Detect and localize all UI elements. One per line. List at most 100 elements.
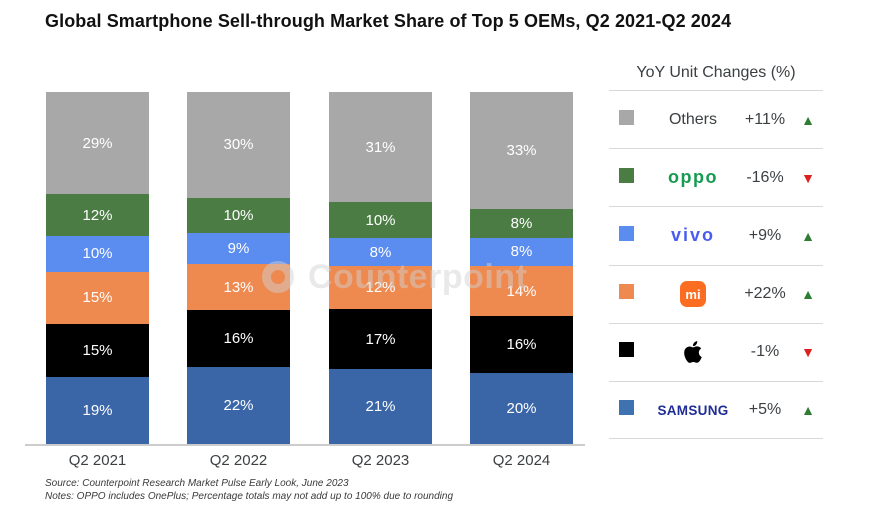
apple-swatch [619, 342, 634, 358]
x-axis-line [25, 444, 585, 446]
xiaomi-swatch [619, 284, 634, 300]
bar-q2-2024: 33% 8% 8% 14% 16% 20% [470, 92, 573, 444]
segment-others: 29% [46, 92, 149, 195]
up-triangle-icon: ▲ [801, 111, 815, 128]
segment-value-label: 8% [510, 243, 533, 261]
samsung-swatch [619, 400, 634, 416]
others-brand: Others [649, 111, 737, 129]
others-swatch-cell [619, 109, 649, 130]
segment-oppo: 10% [329, 202, 432, 238]
segment-value-label: 33% [506, 142, 537, 160]
segment-apple: 16% [470, 315, 573, 373]
legend-rows: Others +11% ▲ oppo -16% ▼ vivo +9% ▲ mi +22% ▲ -1% ▼… [609, 90, 823, 440]
segment-xiaomi: 12% [329, 266, 432, 309]
x-axis-label: Q2 2024 [492, 452, 551, 469]
segment-value-label: 13% [223, 278, 254, 296]
oppo-brand: oppo [649, 167, 737, 188]
segment-value-label: 21% [365, 398, 396, 416]
notes-line: Notes: OPPO includes OnePlus; Percentage… [45, 491, 454, 502]
vivo-brand: vivo [649, 225, 737, 246]
segment-others: 30% [187, 92, 290, 198]
segment-others: 33% [470, 92, 573, 210]
samsung-brand: SAMSUNG [649, 403, 737, 418]
legend-title: YoY Unit Changes (%) [636, 63, 796, 81]
samsung-swatch-cell [619, 400, 649, 420]
xiaomi-brand: mi [649, 281, 737, 308]
vivo-logo: vivo [670, 225, 716, 246]
up-triangle-icon: ▲ [801, 227, 815, 244]
segment-value-label: 10% [223, 206, 254, 224]
vivo-change-value: +9% [748, 226, 782, 244]
segment-xiaomi: 14% [470, 266, 573, 316]
apple-brand [649, 339, 737, 365]
vivo-swatch [619, 225, 634, 241]
segment-value-label: 17% [365, 330, 396, 348]
others-change-value: +11% [744, 110, 786, 128]
segment-value-label: 10% [82, 245, 113, 263]
xiaomi-swatch-cell [619, 284, 649, 304]
segment-value-label: 12% [365, 279, 396, 297]
up-triangle-icon: ▲ [801, 286, 815, 303]
down-triangle-icon: ▼ [801, 169, 815, 186]
samsung-logo: SAMSUNG [657, 402, 729, 418]
segment-vivo: 10% [46, 236, 149, 272]
segment-xiaomi: 13% [187, 264, 290, 311]
segment-others: 31% [329, 92, 432, 203]
down-triangle-icon: ▼ [801, 344, 815, 361]
legend-row-samsung: SAMSUNG +5% ▲ [609, 380, 823, 440]
x-axis-label: Q2 2023 [351, 452, 410, 469]
segment-value-label: 15% [82, 289, 113, 307]
segment-value-label: 16% [506, 335, 537, 353]
segment-value-label: 22% [223, 396, 254, 414]
oppo-swatch [619, 167, 634, 183]
segment-value-label: 8% [369, 243, 392, 261]
others-swatch [619, 109, 634, 125]
segment-vivo: 9% [187, 232, 290, 265]
apple-logo-icon [684, 341, 702, 364]
segment-value-label: 31% [365, 138, 396, 156]
up-triangle-icon: ▲ [801, 402, 815, 419]
segment-apple: 17% [329, 308, 432, 370]
segment-value-label: 8% [510, 215, 533, 233]
segment-value-label: 14% [506, 282, 537, 300]
segment-value-label: 12% [82, 206, 113, 224]
segment-oppo: 12% [46, 194, 149, 237]
segment-value-label: 30% [223, 136, 254, 154]
segment-value-label: 20% [506, 399, 537, 417]
legend-panel: YoY Unit Changes (%) Others +11% ▲ oppo -16%… [609, 55, 823, 440]
segment-value-label: 10% [365, 211, 396, 229]
segment-vivo: 8% [329, 237, 432, 267]
legend-row-apple: -1% ▼ [609, 322, 823, 381]
segment-value-label: 15% [82, 342, 113, 360]
segment-value-label: 9% [227, 240, 250, 258]
x-axis-label: Q2 2022 [209, 452, 268, 469]
x-axis-labels: Q2 2021 Q2 2022 Q2 2023 Q2 2024 [46, 452, 573, 472]
apple-swatch-cell [619, 342, 649, 362]
segment-samsung: 19% [46, 377, 149, 444]
source-line: Source: Counterpoint Research Market Pul… [45, 478, 349, 489]
x-axis-label: Q2 2021 [68, 452, 127, 469]
legend-row-oppo: oppo -16% ▼ [609, 148, 823, 206]
segment-oppo: 10% [187, 197, 290, 233]
segment-value-label: 29% [82, 134, 113, 152]
segment-xiaomi: 15% [46, 271, 149, 325]
xiaomi-logo-icon: mi [680, 281, 706, 308]
bar-q2-2023: 31% 10% 8% 12% 17% 21% [329, 92, 432, 444]
oppo-swatch-cell [619, 167, 649, 188]
segment-vivo: 8% [470, 237, 573, 267]
segment-samsung: 20% [470, 372, 573, 444]
chart-title: Global Smartphone Sell-through Market Sh… [45, 11, 732, 31]
stacked-bar-chart: 29% 12% 10% 15% 15% 19% 30% 10% 9% 13% 16% 22% 31% 10… [46, 92, 573, 444]
bar-q2-2021: 29% 12% 10% 15% 15% 19% [46, 92, 149, 444]
samsung-change-value: +5% [748, 401, 782, 419]
legend-row-xiaomi: mi +22% ▲ [609, 264, 823, 323]
segment-apple: 15% [46, 324, 149, 378]
legend-label: Others [668, 110, 717, 128]
xiaomi-change-value: +22% [744, 285, 786, 303]
legend-row-vivo: vivo +9% ▲ [609, 206, 823, 264]
oppo-logo: oppo [668, 167, 718, 188]
segment-value-label: 16% [223, 329, 254, 347]
segment-oppo: 8% [470, 209, 573, 238]
segment-samsung: 21% [329, 369, 432, 444]
